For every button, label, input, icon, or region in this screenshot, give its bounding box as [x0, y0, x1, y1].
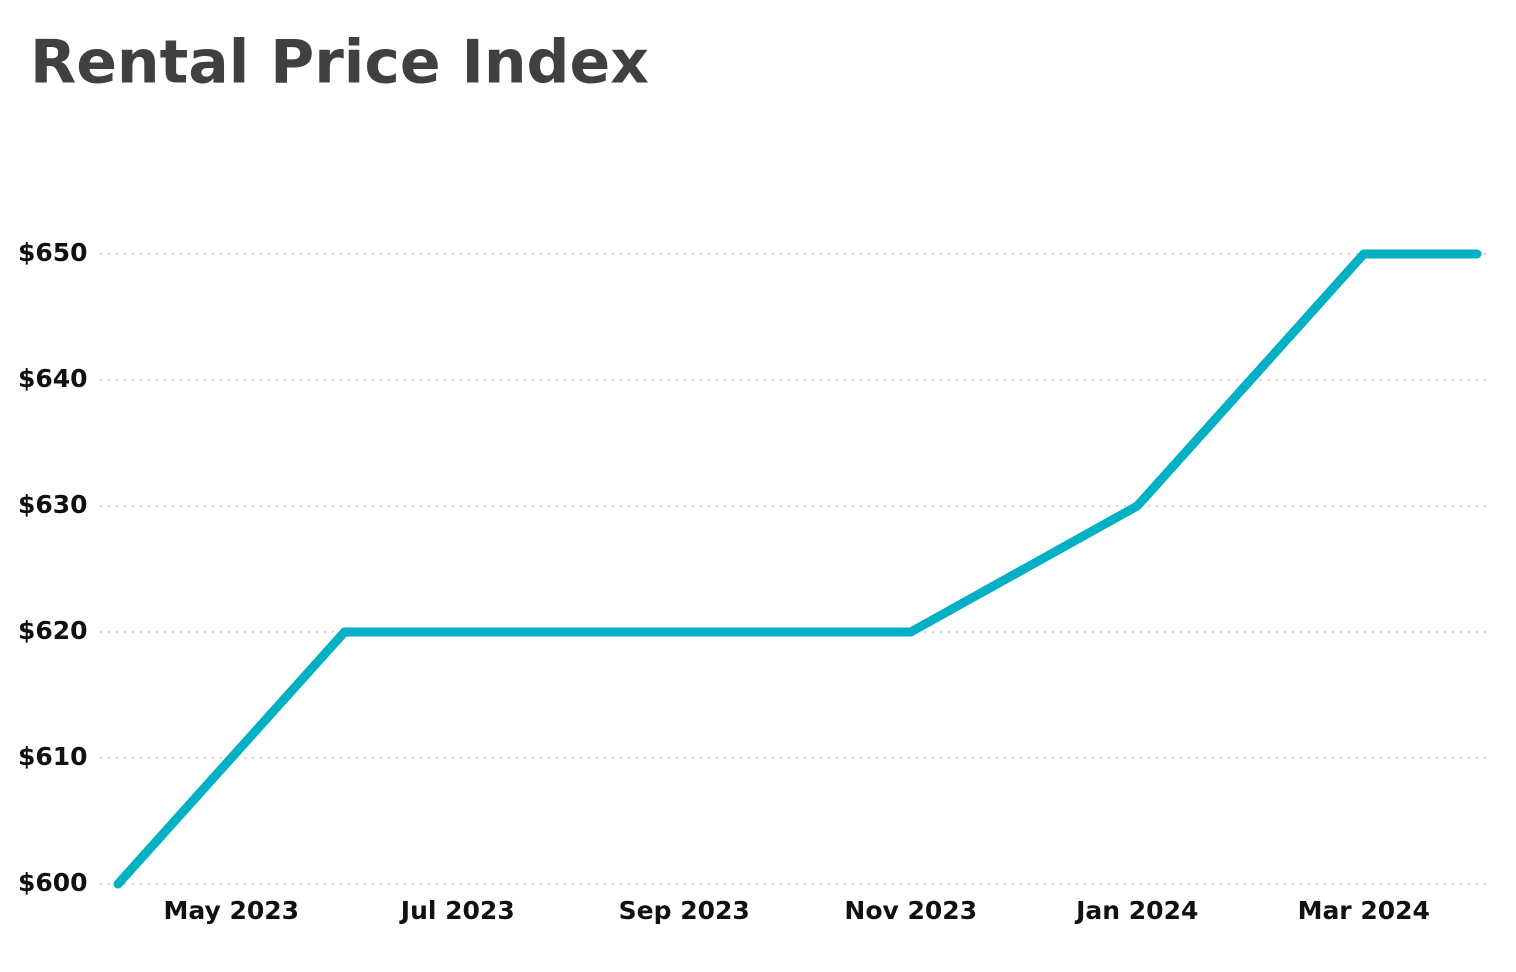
- y-tick-label: $600: [18, 868, 88, 897]
- line: [113, 249, 1482, 889]
- x-tick-label: Jul 2023: [399, 896, 515, 925]
- y-tick-label: $640: [18, 364, 88, 393]
- x-tick-label: Nov 2023: [844, 896, 977, 925]
- y-tick-label: $610: [18, 742, 88, 771]
- x-tick-label: Jan 2024: [1074, 896, 1198, 925]
- x-tick-label: Sep 2023: [619, 896, 750, 925]
- y-tick-label: $650: [18, 238, 88, 267]
- y-tick-label: $630: [18, 490, 88, 519]
- chart-title: Rental Price Index: [30, 28, 649, 98]
- x-tick-label: May 2023: [163, 896, 299, 925]
- y-tick-label: $620: [18, 616, 88, 645]
- x-tick-label: Mar 2024: [1298, 896, 1430, 925]
